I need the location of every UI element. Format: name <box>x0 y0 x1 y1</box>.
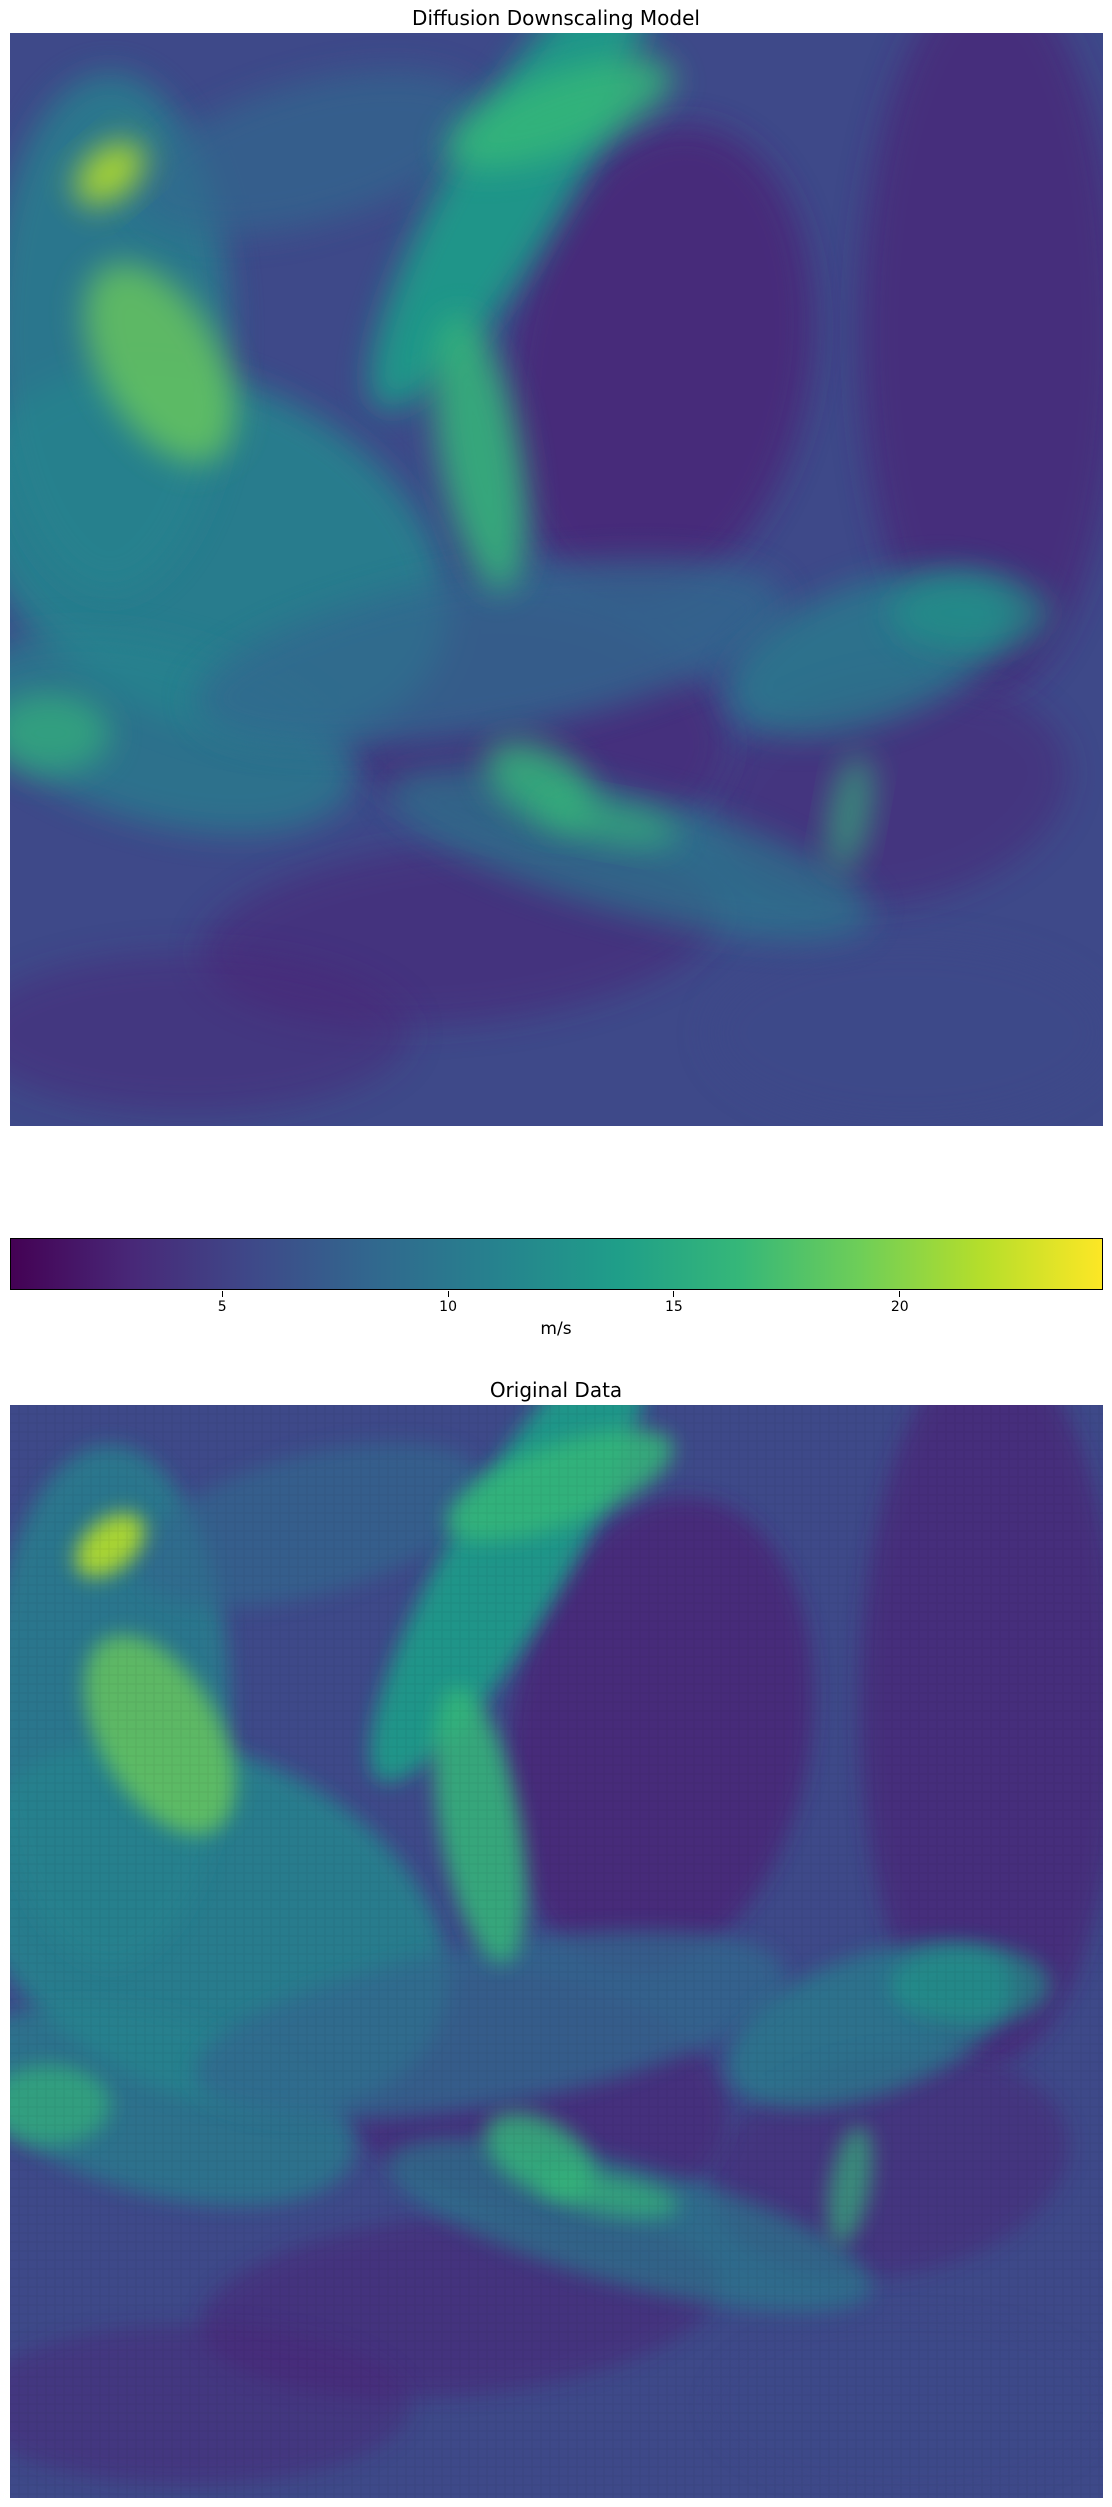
wind-feature <box>10 953 410 1113</box>
top-panel-title: Diffusion Downscaling Model <box>412 6 700 30</box>
wind-feature <box>75 140 145 206</box>
colorbar-tick: 15 <box>644 1291 704 1315</box>
colorbar-tick-mark <box>899 1291 901 1297</box>
wind-feature <box>827 753 873 873</box>
wind-feature <box>194 558 786 748</box>
original-wind-heatmap <box>10 1405 1103 2498</box>
colorbar-tick-mark <box>447 1291 449 1297</box>
downscaled-field <box>10 33 1103 1126</box>
colorbar-gradient <box>10 1238 1103 1290</box>
colorbar-tick-label: 5 <box>217 1299 227 1315</box>
wind-feature <box>84 263 236 463</box>
wind-feature <box>446 57 674 169</box>
colorbar-tick: 20 <box>870 1291 930 1315</box>
bottom-panel-title: Original Data <box>489 1378 623 1402</box>
wind-feature <box>860 33 1103 693</box>
colorbar-tick-label: 10 <box>439 1299 457 1315</box>
wind-feature <box>10 693 110 773</box>
colorbar-tick-mark <box>221 1291 223 1297</box>
colorbar-label: m/s <box>540 1319 572 1339</box>
resolution-grid-overlay <box>10 1405 1103 2498</box>
colorbar-tick-mark <box>673 1291 675 1297</box>
wind-feature <box>890 573 1050 653</box>
original-field <box>10 1405 1103 2498</box>
wind-feature <box>710 943 1103 1123</box>
colorbar-tick-label: 20 <box>890 1299 909 1315</box>
wind-feature <box>433 314 527 592</box>
colorbar-tick: 10 <box>418 1291 478 1315</box>
colorbar-ticks: 5 10 15 20 <box>10 1291 1103 1321</box>
wind-feature <box>540 799 680 847</box>
wind-feature <box>135 70 485 236</box>
colorbar-tick: 5 <box>192 1291 252 1315</box>
wind-feature <box>388 766 872 940</box>
colorbar-ramp <box>10 1238 1103 1290</box>
downscaled-wind-heatmap <box>10 33 1103 1126</box>
wind-feature <box>506 125 814 601</box>
wind-feature <box>711 680 1069 906</box>
colorbar <box>10 1238 1103 1290</box>
colorbar-tick-label: 15 <box>665 1299 683 1315</box>
